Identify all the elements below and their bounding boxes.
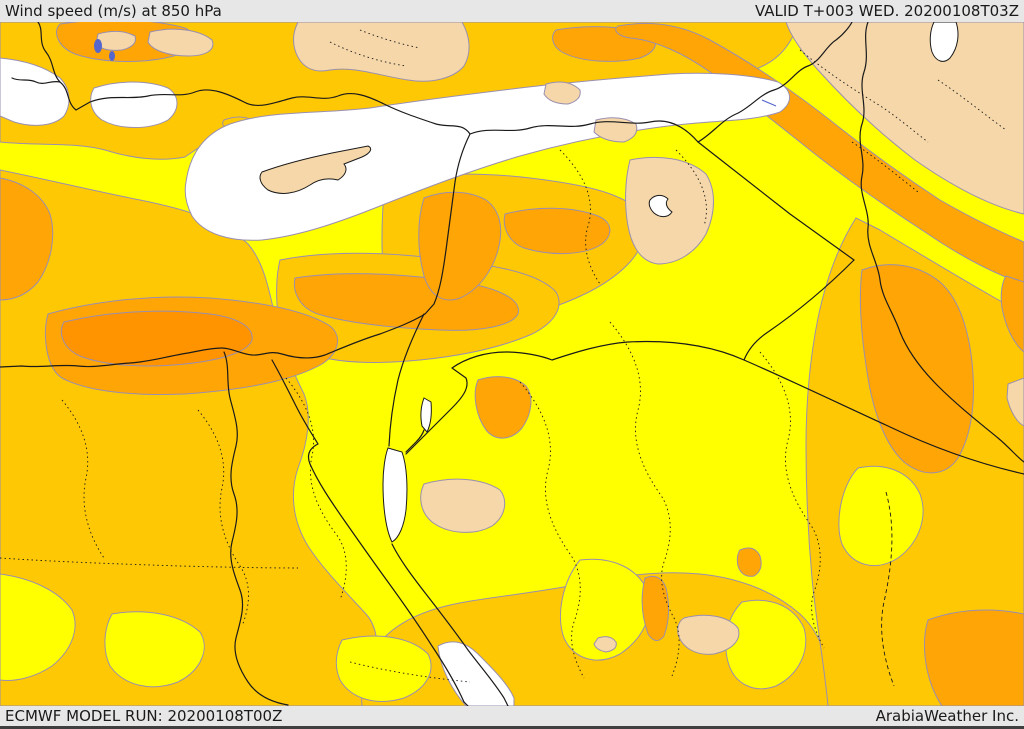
lakes-layer: [94, 22, 959, 543]
orange-syria-east: [503, 207, 611, 255]
dead-sea: [420, 397, 432, 433]
orange-nw-saudi: [474, 376, 532, 439]
terrain-west-turkey2: [95, 30, 136, 51]
admin-boundary-layer: [0, 29, 1007, 687]
orange-right-core: [859, 264, 974, 474]
model-run-label: ECMWF MODEL RUN: 20200108T00Z: [5, 707, 283, 725]
terrain-central-turkey: [293, 22, 470, 82]
iran-border: [859, 22, 1024, 463]
orange-syria-west: [418, 191, 502, 301]
admin-bottom: [349, 661, 471, 683]
calm-south-red-sea: [437, 641, 515, 706]
yellow-hole-s3: [560, 558, 651, 661]
yellow-hole-e: [838, 465, 924, 566]
admin-iran1: [799, 49, 929, 143]
calm-antalya: [90, 81, 178, 128]
map-title: Wind speed (m/s) at 850 hPa: [5, 2, 222, 20]
orange-ne-wedge: [615, 22, 1024, 285]
cyprus-island: [259, 145, 372, 194]
orange-left-edge: [0, 177, 54, 301]
israel-egypt-border: [388, 313, 425, 447]
wadi-araba-line: [405, 429, 425, 453]
orange-right-sliver: [1000, 275, 1024, 353]
yellow-hole-s1: [104, 611, 205, 688]
aegean-coast-detail: [11, 22, 61, 85]
header-bar: Wind speed (m/s) at 850 hPa VALID T+003 …: [0, 0, 1024, 22]
gulf-of-aqaba: [382, 447, 408, 543]
orange-se-corner: [923, 609, 1024, 706]
red-sea-east-shore: [391, 543, 509, 706]
terrain-n-iraq2: [593, 117, 638, 143]
terrain-hejaz: [420, 478, 506, 533]
footer-bar: ECMWF MODEL RUN: 20200108T00Z ArabiaWeat…: [0, 706, 1024, 729]
deep-orange-egypt-core: [60, 310, 253, 367]
admin-turkey1: [329, 41, 407, 67]
orange-spot-center: [736, 547, 762, 577]
wind-speed-map: [0, 22, 1024, 706]
terrain-small-saudi: [593, 636, 617, 653]
admin-saudi1: [519, 381, 585, 679]
yellow-hole-s2: [335, 635, 432, 702]
calm-east-mediterranean: [184, 72, 790, 241]
turkish-lake2: [109, 51, 115, 61]
terrain-n-iraq1: [543, 81, 581, 105]
admin-turkey2: [359, 29, 421, 49]
provider-label: ArabiaWeather Inc.: [875, 707, 1019, 725]
turkey-levant-egypt-coastline: [0, 51, 471, 368]
admin-saudi3: [759, 351, 825, 649]
terrain-west-turkey1: [147, 28, 214, 57]
nile-river: [223, 351, 289, 706]
yellow-hole-sw: [0, 573, 76, 681]
lake-urmia: [929, 22, 959, 62]
admin-syria2: [675, 149, 707, 227]
wind-fill-white-layer: [0, 57, 790, 706]
terrain-mask-layer: [95, 22, 1024, 655]
euphrates-river: [761, 99, 777, 107]
coastline-border-layer: [0, 22, 1024, 706]
jordan-saudi-iraq-border: [405, 340, 1024, 475]
euphrates-reservoir: [648, 194, 673, 218]
gulf-of-suez-red-sea-west-shore: [271, 359, 469, 706]
turkish-lake1: [94, 39, 102, 53]
admin-saudi2: [609, 321, 680, 677]
admin-egypt3: [285, 377, 347, 601]
valid-time-label: VALID T+003 WED. 20200108T03Z: [754, 2, 1019, 20]
syria-iraq-border: [697, 141, 855, 261]
terrain-midwest-saudi: [677, 614, 740, 655]
admin-egypt-sudan: [0, 557, 299, 569]
iraq-jordan-border: [743, 259, 855, 361]
admin-saudi-dashed: [881, 491, 895, 687]
turkey-syria-border: [469, 22, 853, 143]
wind-fill-yellow-holes: [0, 465, 924, 702]
